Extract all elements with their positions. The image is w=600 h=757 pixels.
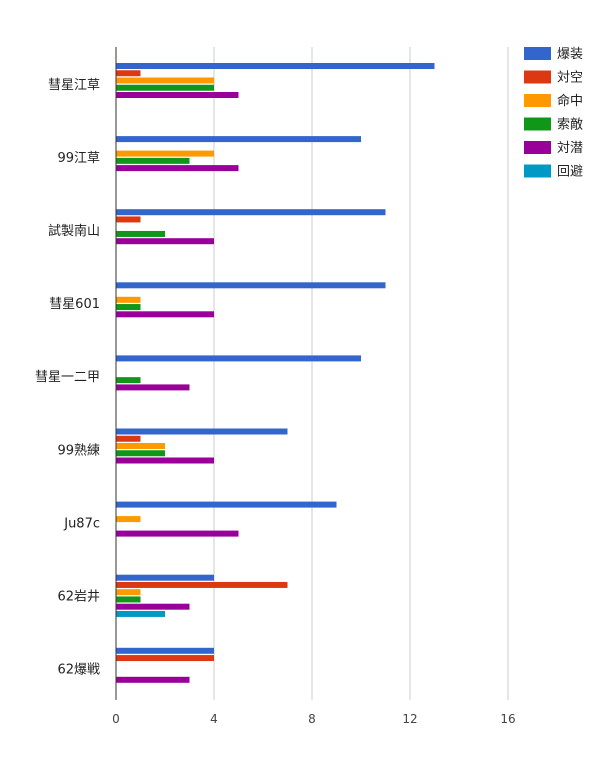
- bar-索敵-試製南山: [116, 230, 165, 237]
- bar-対潜-Ju87c: [116, 530, 239, 537]
- bar-爆装-Ju87c: [116, 501, 337, 508]
- legend-label: 索敵: [557, 117, 583, 133]
- bar-対空-試製南山: [116, 216, 141, 223]
- bar-爆装-彗星江草: [116, 63, 435, 69]
- legend-swatch: [524, 164, 551, 178]
- bar-対空-62爆戦: [116, 655, 214, 662]
- bar-索敵-彗星江草: [116, 84, 214, 91]
- legend-label: 対空: [557, 71, 583, 86]
- category-label: 彗星江草: [48, 78, 100, 93]
- bar-対空-彗星江草: [116, 70, 141, 77]
- legend-swatch: [524, 47, 551, 60]
- x-tick-label: 16: [500, 712, 515, 726]
- category-label: 62岩井: [57, 589, 100, 604]
- bar-爆装-99江草: [116, 136, 361, 143]
- legend-label: 回避: [557, 165, 583, 180]
- category-label: 彗星一二甲: [35, 370, 100, 385]
- bar-索敵-99江草: [116, 157, 190, 164]
- category-label: 試製南山: [48, 223, 100, 239]
- bar-対潜-彗星601: [116, 311, 214, 318]
- bar-対潜-彗星江草: [116, 92, 239, 98]
- legend-swatch: [524, 94, 551, 107]
- bar-命中-99江草: [116, 150, 214, 157]
- bar-命中-Ju87c: [116, 516, 141, 523]
- bar-対潜-99熟練: [116, 457, 214, 464]
- bar-爆装-彗星601: [116, 282, 386, 289]
- legend-swatch: [524, 117, 551, 131]
- bar-爆装-彗星一二甲: [116, 355, 361, 362]
- x-tick-label: 8: [308, 712, 316, 726]
- legend-label: 命中: [557, 93, 583, 109]
- legend-swatch: [524, 70, 551, 84]
- bar-命中-彗星601: [116, 296, 141, 303]
- legend-label: 爆装: [557, 47, 583, 62]
- bar-対潜-99江草: [116, 165, 239, 172]
- bar-爆装-62岩井: [116, 574, 214, 581]
- bar-索敵-彗星一二甲: [116, 377, 141, 384]
- bar-対潜-62岩井: [116, 603, 190, 610]
- bar-対潜-彗星一二甲: [116, 384, 190, 391]
- bar-対空-99熟練: [116, 435, 141, 442]
- bar-対空-62岩井: [116, 581, 288, 588]
- bar-命中-62岩井: [116, 589, 141, 596]
- legend-label: 対潜: [557, 141, 583, 156]
- category-label: 99熟練: [57, 442, 100, 458]
- x-tick-label: 4: [210, 712, 218, 726]
- x-tick-labels: 0 4 8 12 16: [112, 712, 515, 726]
- bar-命中-彗星江草: [116, 77, 214, 84]
- legend-swatch: [524, 141, 551, 154]
- bar-爆装-試製南山: [116, 209, 386, 216]
- category-label: 99江草: [57, 151, 100, 166]
- bar-爆装-62爆戦: [116, 647, 214, 654]
- bar-索敵-62岩井: [116, 596, 141, 603]
- category-label: 彗星601: [49, 297, 100, 312]
- category-label: Ju87c: [63, 516, 100, 531]
- bar-索敵-99熟練: [116, 450, 165, 457]
- bar-対潜-62爆戦: [116, 676, 190, 683]
- bar-回避-62岩井: [116, 610, 165, 617]
- bar-爆装-99熟練: [116, 428, 288, 435]
- gridlines: [213, 47, 509, 700]
- x-tick-label: 12: [402, 712, 417, 726]
- category-label: 62爆戦: [57, 663, 100, 678]
- bars: [116, 63, 435, 683]
- x-tick-label: 0: [112, 712, 120, 726]
- bar-対潜-試製南山: [116, 238, 214, 245]
- bar-命中-99熟練: [116, 443, 165, 449]
- bar-索敵-彗星601: [116, 304, 141, 311]
